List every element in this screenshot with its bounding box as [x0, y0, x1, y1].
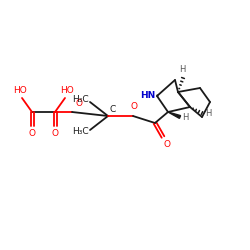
Text: O: O [75, 99, 82, 108]
Text: H: H [182, 112, 188, 122]
Polygon shape [168, 112, 180, 118]
Text: O: O [28, 129, 35, 138]
Text: H: H [179, 65, 185, 74]
Text: H₃C: H₃C [72, 128, 89, 136]
Text: O: O [164, 140, 171, 149]
Text: HO: HO [13, 86, 27, 95]
Text: H: H [205, 110, 212, 118]
Text: ₃: ₃ [156, 92, 159, 98]
Text: O: O [130, 102, 138, 111]
Text: HN: HN [140, 90, 155, 100]
Text: HO: HO [60, 86, 74, 95]
Text: O: O [52, 129, 59, 138]
Text: H₃C: H₃C [72, 96, 89, 104]
Text: C: C [110, 105, 116, 114]
